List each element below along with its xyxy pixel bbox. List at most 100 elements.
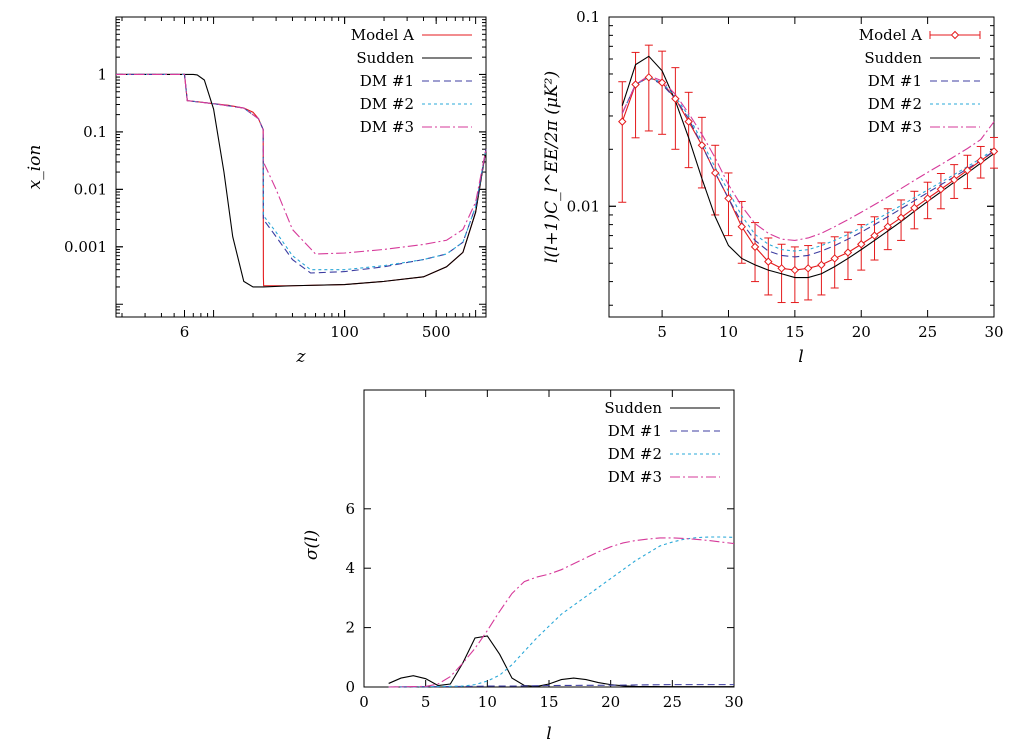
curves: [388, 536, 735, 688]
y-tick-label: 6: [345, 500, 355, 518]
legend-label: Sudden: [864, 49, 922, 67]
legend: Model A Sudden DM #1 DM #2 DM #3: [351, 26, 472, 136]
plot-frame: [115, 16, 487, 318]
legend-label: DM #2: [868, 95, 922, 113]
series-line: [116, 73, 487, 288]
x-tick-label: 10: [719, 323, 738, 341]
data-point: [657, 78, 667, 87]
x-tick-label: 10: [478, 693, 497, 711]
legend-label: DM #1: [868, 72, 922, 90]
legend-label: Sudden: [604, 399, 662, 417]
data-point: [963, 166, 972, 175]
y-tick-label: 4: [345, 559, 355, 577]
data-point: [803, 264, 813, 273]
legend-label: DM #3: [608, 468, 662, 486]
data-point: [830, 254, 839, 263]
y-axis-label: l(l+1)C_l^EE/2π (μK²): [542, 71, 562, 263]
series-line: [621, 76, 995, 258]
y-tick-label: 0.01: [567, 197, 600, 215]
tick-marks: 6 100 500 1 0.1 0.01 0.001: [64, 17, 486, 341]
data-point: [697, 141, 707, 150]
data-point: [949, 175, 959, 185]
x-tick-label: 25: [663, 693, 682, 711]
data-point: [724, 194, 733, 203]
legend-label: DM #2: [608, 445, 662, 463]
data-point: [618, 117, 627, 126]
legend-label: DM #1: [360, 72, 414, 90]
x-axis-label: z: [296, 347, 307, 367]
series-line: [388, 635, 734, 688]
tick-marks: 0 5 10 15 20 25 30 0 2 4 6: [345, 390, 744, 711]
y-axis-label: σ(l): [302, 530, 322, 560]
legend-label: DM #2: [360, 95, 414, 113]
data-point: [843, 248, 853, 257]
panel-ee-spectrum: 5 10 15 20 25 30 0.1 0.01 Model A Sudden DM #1 DM …: [542, 8, 1004, 367]
data-point: [750, 242, 760, 252]
x-tick-label: 500: [422, 323, 451, 341]
data-point: [976, 156, 985, 165]
data-point: [710, 168, 720, 178]
series-line: [116, 73, 487, 287]
data-point: [857, 240, 866, 249]
x-tick-label: 15: [785, 323, 804, 341]
legend: Model A Sudden DM #1 DM #2 DM #3: [859, 26, 981, 136]
y-tick-label: 1: [97, 65, 107, 83]
panel-sigma: 0 5 10 15 20 25 30 0 2 4 6 Sudden DM #1 DM #2 DM #3 l…: [302, 389, 744, 744]
data-point: [870, 231, 879, 240]
data-point: [777, 264, 786, 273]
x-tick-label: 5: [421, 693, 431, 711]
curves: [116, 73, 487, 288]
x-tick-label: 30: [724, 693, 743, 711]
y-tick-label: 0.1: [83, 123, 107, 141]
series-line: [621, 75, 995, 241]
curves: [618, 55, 999, 279]
series-line: [388, 536, 735, 688]
legend-label: DM #1: [608, 422, 662, 440]
y-tick-label: 0.1: [576, 8, 600, 26]
panel-ionization-history: 6 100 500 1 0.1 0.01 0.001 Model A Sudden DM #1 D…: [25, 16, 487, 367]
x-tick-label: 15: [539, 693, 558, 711]
data-point: [684, 117, 693, 126]
data-point: [923, 194, 932, 203]
x-tick-label: 5: [657, 323, 667, 341]
data-point: [936, 185, 946, 194]
data-point: [671, 94, 680, 103]
x-tick-label: 100: [330, 323, 359, 341]
error-bars: [618, 44, 998, 304]
y-tick-label: 0.01: [74, 180, 107, 198]
data-point: [631, 80, 640, 89]
data-point: [817, 260, 826, 270]
series-line: [621, 55, 995, 279]
x-axis-label: l: [798, 347, 803, 367]
legend: Sudden DM #1 DM #2 DM #3: [604, 399, 720, 486]
x-tick-label: 0: [359, 693, 369, 711]
tick-marks: 5 10 15 20 25 30 0.1 0.01: [567, 8, 1004, 341]
legend-label: Model A: [859, 26, 922, 44]
data-point: [737, 222, 746, 231]
x-tick-label: 25: [918, 323, 937, 341]
y-tick-label: 2: [345, 619, 355, 637]
y-tick-label: 0.001: [64, 238, 107, 256]
legend-label: DM #3: [360, 118, 414, 136]
x-tick-label: 6: [180, 323, 190, 341]
series-line: [116, 73, 487, 255]
data-point: [896, 213, 906, 222]
x-axis-label: l: [546, 724, 551, 744]
data-point: [790, 265, 800, 275]
legend-label: Model A: [351, 26, 414, 44]
data-point: [644, 73, 654, 82]
x-tick-label: 20: [601, 693, 620, 711]
x-tick-label: 20: [852, 323, 871, 341]
y-tick-label: 0: [345, 678, 355, 696]
x-tick-label: 30: [984, 323, 1003, 341]
data-point: [989, 147, 999, 156]
legend-marker: [950, 30, 960, 40]
legend-label: Sudden: [356, 49, 414, 67]
series-line: [388, 537, 735, 688]
data-point: [883, 222, 893, 231]
y-axis-label: x_ion: [25, 145, 45, 190]
legend-label: DM #3: [868, 118, 922, 136]
data-point: [910, 203, 919, 213]
data-point: [764, 257, 773, 266]
